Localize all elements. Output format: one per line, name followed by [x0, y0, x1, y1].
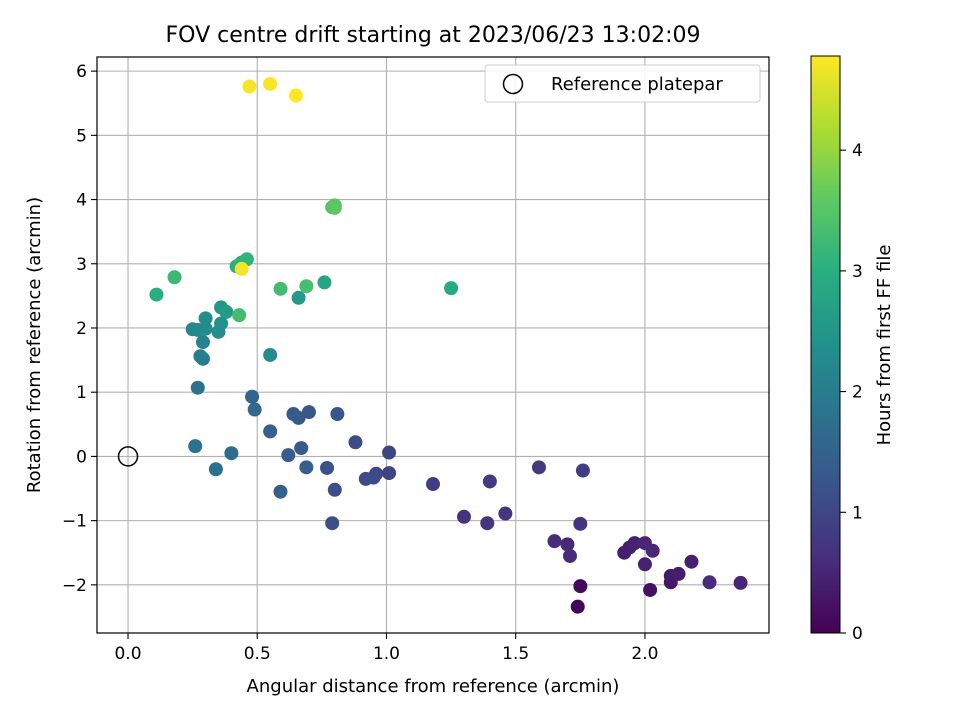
data-point: [684, 554, 699, 569]
data-point: [327, 482, 342, 497]
colorbar-ticks: 0 1 2 3 4: [840, 141, 863, 644]
legend-label: Reference platepar: [551, 74, 723, 95]
y-tick-label: 2: [76, 319, 87, 339]
y-tick-label: 1: [76, 383, 87, 403]
data-point: [560, 537, 575, 552]
data-point: [643, 582, 658, 597]
data-point: [263, 347, 278, 362]
data-point: [289, 88, 304, 103]
data-point: [317, 275, 332, 290]
y-tick-label: 6: [76, 62, 87, 82]
data-point: [575, 463, 590, 478]
data-point: [188, 439, 203, 454]
colorbar-tick-label: 1: [852, 503, 863, 523]
data-point: [382, 445, 397, 460]
data-point: [234, 261, 249, 276]
data-point: [286, 407, 301, 422]
data-point: [480, 516, 495, 531]
colorbar-tick-label: 3: [852, 262, 863, 282]
data-point: [733, 575, 748, 590]
data-point: [457, 509, 472, 524]
colorbar-tick-label: 2: [852, 383, 863, 403]
data-point: [320, 460, 335, 475]
data-point: [301, 405, 316, 420]
data-point: [263, 424, 278, 439]
y-tick-label: 5: [76, 126, 87, 146]
reference-marker: [117, 446, 139, 467]
colorbar-label: Hours from first FF file: [874, 245, 895, 446]
data-point: [348, 435, 363, 450]
data-point: [242, 79, 257, 94]
data-point: [299, 279, 314, 294]
data-point: [208, 462, 223, 477]
data-point: [167, 270, 182, 285]
x-tick-label: 1.5: [502, 644, 529, 664]
data-point: [263, 76, 278, 91]
data-point: [291, 290, 306, 305]
colorbar-gradient: [810, 55, 841, 634]
data-point: [547, 534, 562, 549]
data-point: [195, 335, 210, 350]
reference-platepar-marker: [117, 446, 139, 467]
data-point: [247, 402, 262, 417]
data-point: [198, 321, 213, 336]
legend-marker-circle: [502, 73, 524, 95]
y-tick-label: 4: [76, 191, 87, 211]
data-point: [245, 389, 260, 404]
data-point: [573, 516, 588, 531]
data-point: [149, 287, 164, 302]
x-tick-label: 0.5: [244, 644, 271, 664]
data-point: [198, 311, 213, 326]
data-point: [219, 304, 234, 319]
y-axis-label: Rotation from reference (arcmin): [24, 197, 45, 493]
x-tick-label: 1.0: [373, 644, 400, 664]
legend-box: [484, 64, 761, 103]
data-point: [426, 477, 440, 492]
data-point: [281, 448, 296, 463]
chart-title: FOV centre drift starting at 2023/06/23 …: [166, 23, 701, 48]
x-tick-label: 0.0: [114, 644, 141, 664]
y-tick-label: 0: [76, 447, 87, 467]
data-point: [325, 516, 340, 531]
data-point: [273, 281, 288, 296]
y-tick-label: −1: [62, 512, 87, 532]
data-point: [531, 460, 546, 475]
data-point: [214, 316, 229, 331]
y-tick-label: −2: [62, 576, 87, 596]
plot-frame: [96, 56, 770, 634]
data-point: [273, 484, 288, 499]
data-point: [702, 575, 717, 590]
y-tick-label: 3: [76, 255, 87, 275]
x-tick-label: 2.0: [631, 644, 658, 664]
data-point: [358, 471, 373, 486]
data-point: [482, 474, 497, 489]
data-point: [573, 579, 588, 594]
data-point: [190, 380, 205, 395]
colorbar-tick-label: 0: [852, 624, 863, 644]
x-axis-label: Angular distance from reference (arcmin): [247, 676, 620, 697]
data-point: [294, 441, 309, 456]
data-points: [149, 76, 748, 614]
data-point: [570, 599, 585, 614]
data-point: [330, 407, 345, 422]
y-axis-ticks: −2 −1 0 1 2 3 4 5 6: [62, 62, 97, 596]
data-point: [193, 349, 208, 364]
data-point: [224, 446, 239, 461]
data-point: [645, 543, 660, 558]
data-point: [627, 536, 642, 551]
data-point: [327, 200, 342, 215]
data-point: [671, 566, 686, 581]
data-point: [637, 557, 652, 572]
legend: Reference platepar: [484, 64, 761, 103]
data-point: [562, 548, 577, 563]
data-point: [299, 460, 314, 475]
x-axis-ticks: 0.0 0.5 1.0 1.5 2.0: [114, 633, 658, 664]
data-point: [382, 466, 397, 481]
colorbar-tick-label: 4: [852, 141, 863, 161]
data-point: [498, 506, 513, 521]
data-point: [232, 308, 247, 323]
data-point: [444, 281, 459, 296]
